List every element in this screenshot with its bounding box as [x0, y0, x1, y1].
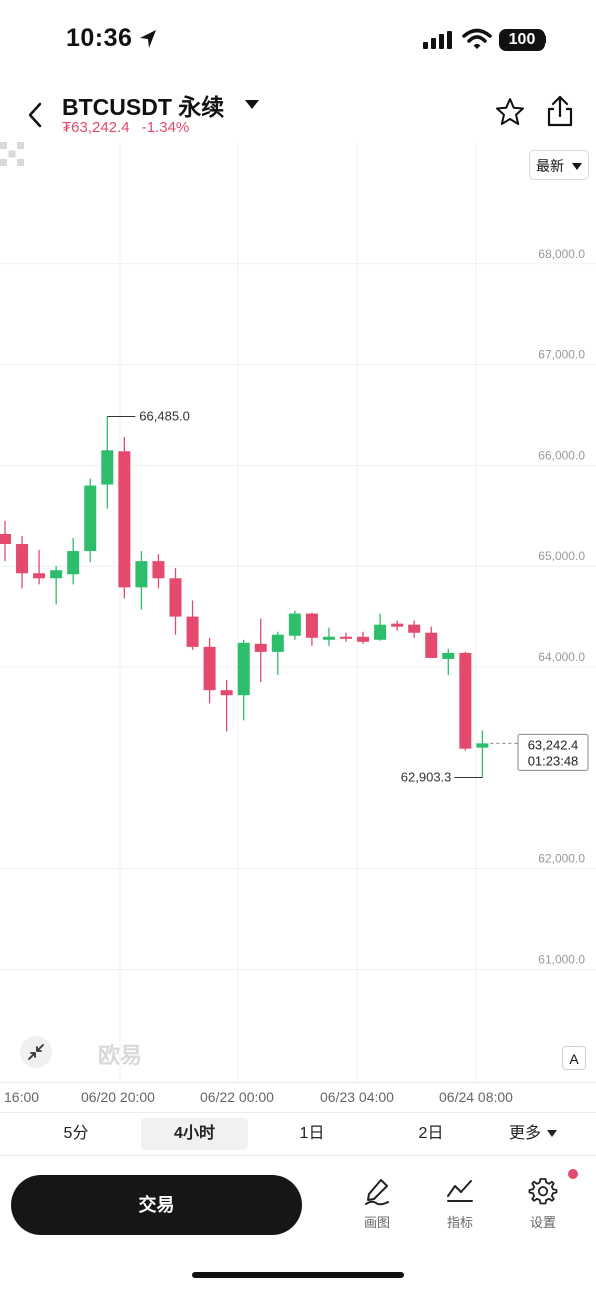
- time-axis: 16:00 06/20 20:00 06/22 00:00 06/23 04:0…: [0, 1082, 596, 1111]
- current-price-box: [517, 733, 589, 771]
- favorite-star-icon[interactable]: [494, 96, 526, 128]
- y-tick-label: 62,000.0: [538, 852, 585, 866]
- candle-body: [340, 636, 352, 639]
- low-price-label: 62,903.3: [401, 770, 452, 785]
- price-summary: ₮63,242.4 -1.34%: [62, 119, 197, 136]
- tool-label: 画图: [363, 1215, 390, 1230]
- auto-scale-button[interactable]: A: [562, 1046, 586, 1070]
- y-tick-label: 66,000.0: [538, 448, 585, 462]
- tool-label: 指标: [446, 1215, 473, 1230]
- tab-label: 更多: [508, 1125, 541, 1142]
- interval-tabs: 5分 4小时 1日 2日 更多: [0, 1112, 596, 1156]
- cellular-signal-icon: [423, 31, 452, 49]
- battery-tip: [543, 35, 546, 44]
- candle-countdown: 01:23:48: [528, 753, 579, 768]
- instrument-title[interactable]: BTCUSDT 永续: [62, 94, 225, 120]
- share-icon[interactable]: [545, 94, 575, 128]
- candle-body: [288, 613, 301, 636]
- tab-label: 4小时: [174, 1125, 215, 1142]
- candle-body: [271, 634, 284, 652]
- x-tick-label: 06/23 04:00: [320, 1089, 394, 1105]
- tab-1d[interactable]: 1日: [282, 1118, 342, 1150]
- candle-body: [203, 646, 216, 691]
- candle-body: [16, 544, 29, 574]
- candle-body: [442, 652, 455, 659]
- x-tick-label: 06/20 20:00: [81, 1089, 155, 1105]
- tab-label: 5分: [63, 1125, 89, 1142]
- tab-5min[interactable]: 5分: [46, 1118, 106, 1150]
- candle-body: [118, 451, 131, 588]
- tab-2d[interactable]: 2日: [401, 1118, 461, 1150]
- current-price-value: 63,242.4: [528, 737, 579, 752]
- candle-body: [459, 652, 472, 749]
- drawing-tool-button[interactable]: 画图: [347, 1176, 407, 1231]
- home-indicator: [192, 1272, 404, 1278]
- collapse-chart-button[interactable]: [20, 1036, 52, 1068]
- tab-4h[interactable]: 4小时: [141, 1118, 248, 1150]
- chevron-down-icon[interactable]: [244, 98, 260, 110]
- watermark-text: 欧易: [98, 1043, 143, 1068]
- tool-label: 设置: [529, 1215, 556, 1230]
- candle-body: [84, 485, 97, 552]
- candle-body: [425, 632, 438, 658]
- candle-body: [152, 561, 165, 579]
- high-price-label: 66,485.0: [139, 409, 190, 424]
- candle-body: [476, 743, 489, 748]
- y-tick-label: 61,000.0: [538, 952, 585, 966]
- price-change: -1.34%: [141, 119, 190, 136]
- candle-body: [50, 570, 63, 579]
- candle-body: [357, 636, 370, 642]
- x-tick-label: 06/22 00:00: [200, 1089, 274, 1105]
- indicator-chart-icon: [447, 1180, 473, 1202]
- status-bar: 10:36 100: [0, 0, 596, 80]
- notification-dot: [568, 1169, 578, 1179]
- candle-body: [305, 613, 318, 638]
- candlestick-chart[interactable]: 68,000.0 67,000.0 66,000.0 65,000.0 64,000.0…: [0, 142, 596, 1082]
- x-tick-label: 06/24 08:00: [439, 1089, 513, 1105]
- candle-body: [237, 642, 250, 696]
- chevron-down-icon: [547, 1130, 557, 1138]
- collapse-arrows-icon: [28, 1044, 44, 1060]
- indicators-button[interactable]: 指标: [430, 1176, 490, 1231]
- tab-label: 1日: [299, 1125, 325, 1142]
- pen-drawing-icon: [365, 1179, 389, 1206]
- candle-body: [186, 616, 199, 647]
- y-tick-label: 65,000.0: [538, 549, 585, 563]
- header: BTCUSDT 永续 ₮63,242.4 -1.34%: [0, 80, 596, 142]
- back-arrow-icon[interactable]: [22, 98, 50, 132]
- y-tick-label: 67,000.0: [538, 348, 585, 362]
- candle-body: [169, 578, 182, 617]
- settings-button[interactable]: 设置: [513, 1176, 573, 1231]
- candle-body: [33, 573, 46, 579]
- last-price: ₮63,242.4: [62, 119, 130, 136]
- candle-body: [408, 624, 421, 633]
- tab-more[interactable]: 更多: [498, 1118, 568, 1150]
- chart-canvas[interactable]: 68,000.0 67,000.0 66,000.0 65,000.0 64,000.0…: [0, 142, 596, 1082]
- y-tick-label: 64,000.0: [538, 650, 585, 664]
- chevron-down-icon: [572, 163, 582, 170]
- wifi-icon: [462, 28, 492, 49]
- candle-body: [101, 450, 114, 485]
- price-type-label: 最新: [536, 158, 564, 174]
- y-tick-label: 68,000.0: [538, 247, 585, 261]
- candle-body: [254, 643, 267, 652]
- trade-button[interactable]: 交易: [11, 1175, 302, 1235]
- candle-body: [135, 561, 148, 588]
- tab-label: 2日: [418, 1125, 444, 1142]
- candle-body: [322, 636, 335, 640]
- okx-logo-icon: [0, 142, 24, 166]
- price-type-select[interactable]: 最新: [529, 150, 589, 180]
- candle-body: [220, 690, 233, 696]
- candle-body: [391, 623, 404, 627]
- gear-icon: [528, 1178, 558, 1205]
- location-arrow-icon: [140, 30, 156, 48]
- status-time: 10:36: [66, 24, 133, 52]
- battery-indicator: 100: [499, 29, 545, 51]
- x-tick-label: 16:00: [4, 1089, 40, 1105]
- candle-body: [67, 551, 80, 575]
- candle-body: [0, 533, 11, 545]
- candle-body: [374, 624, 387, 640]
